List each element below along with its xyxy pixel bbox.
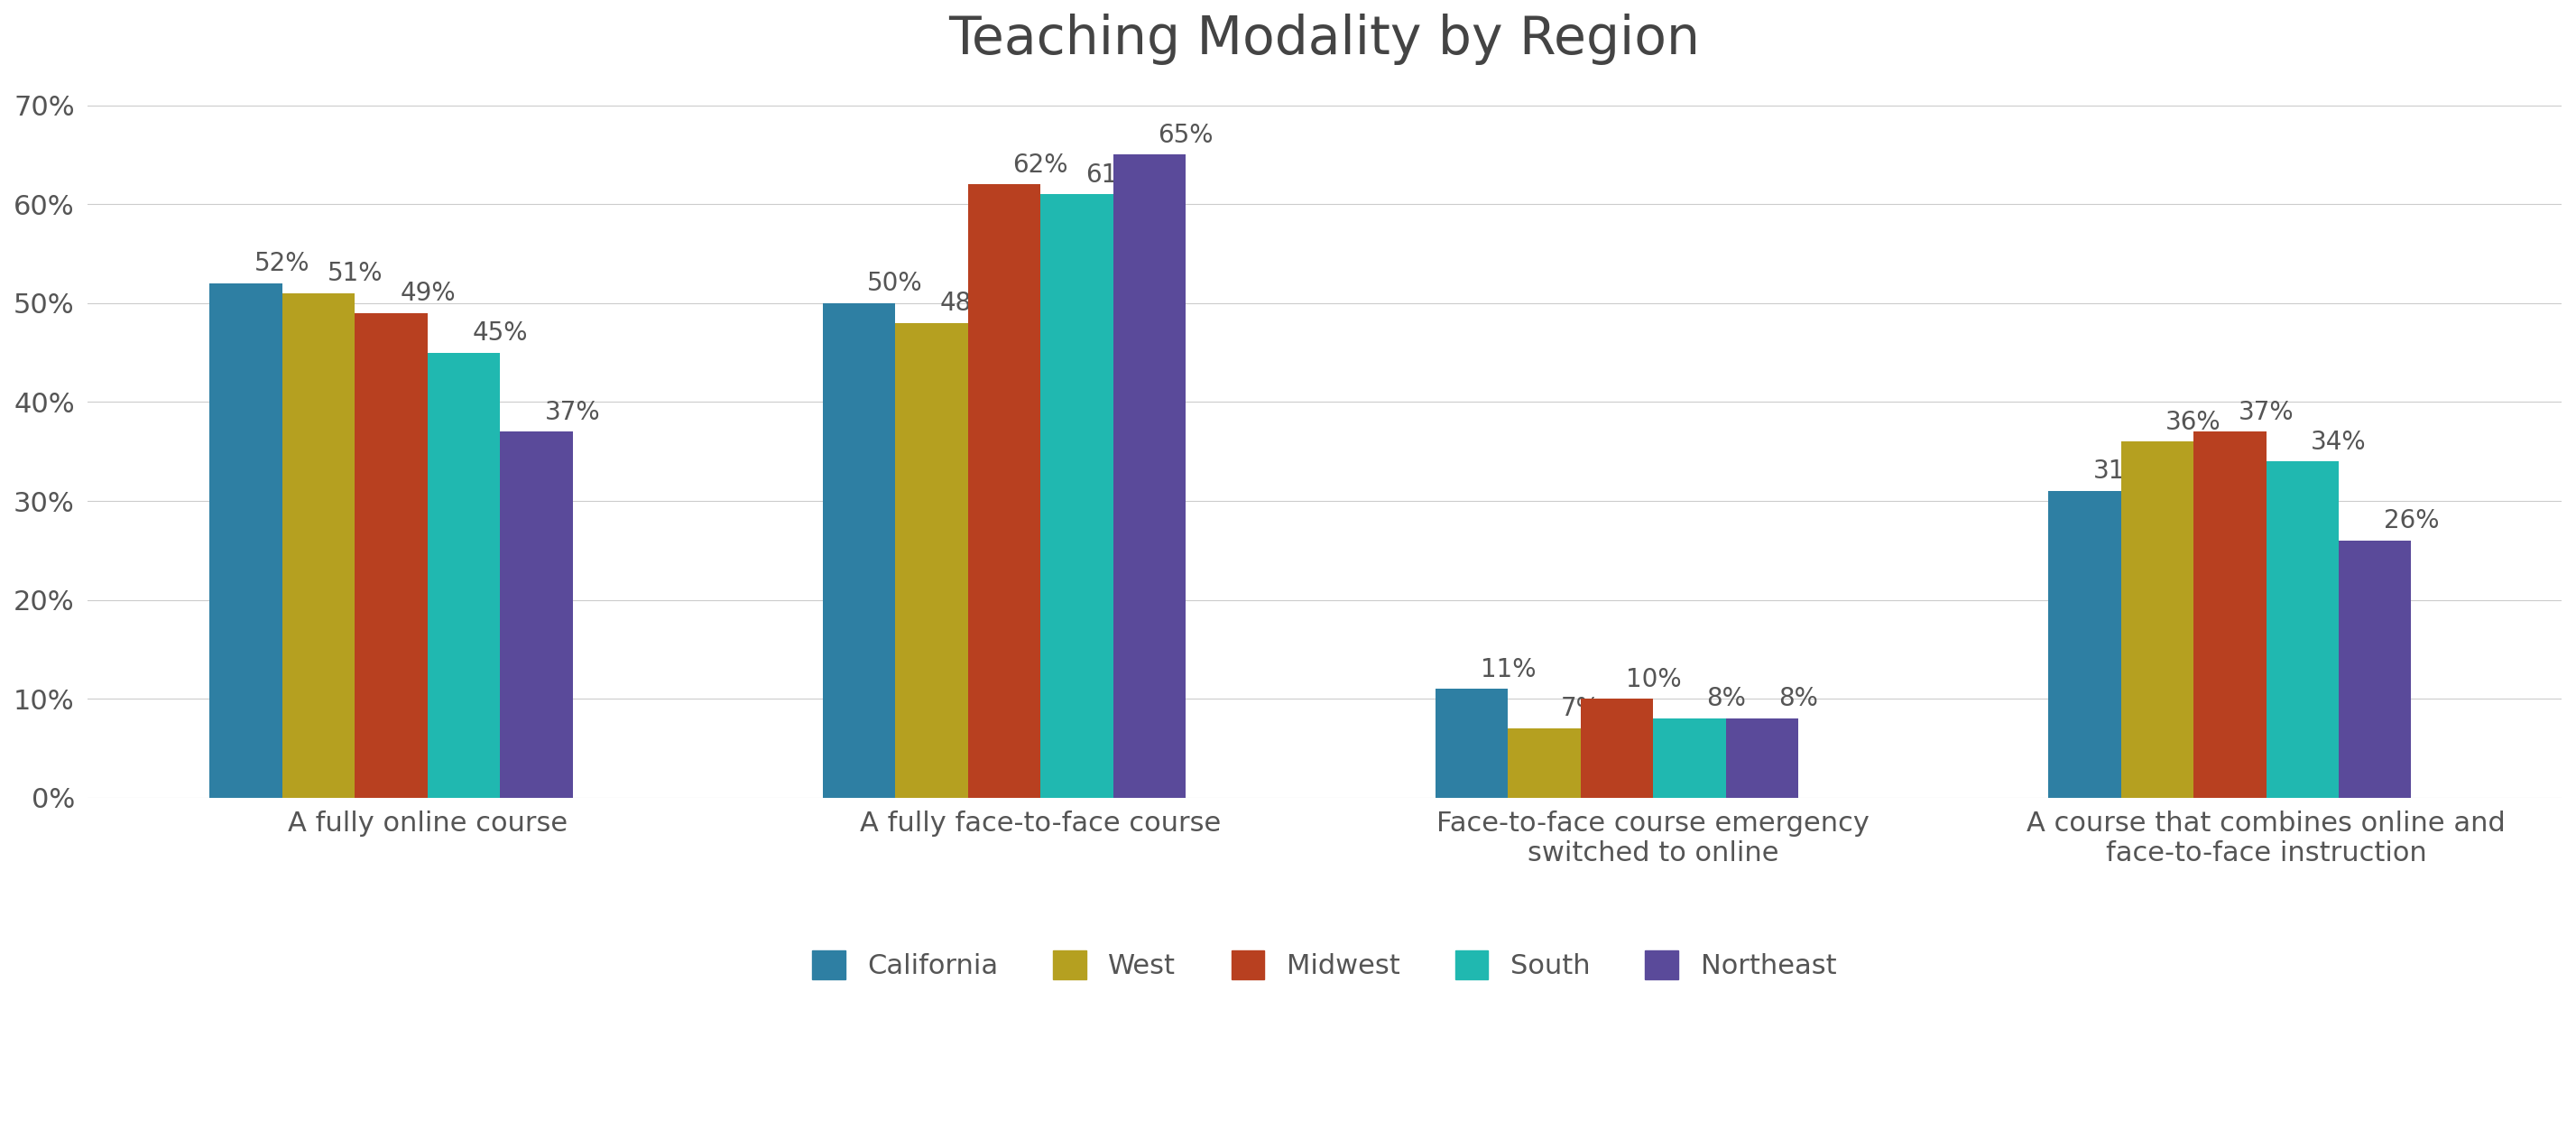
Text: 8%: 8% [1705,686,1747,712]
Text: 49%: 49% [399,280,456,306]
Text: 26%: 26% [2383,508,2439,534]
Text: 37%: 37% [2239,399,2293,425]
Text: 52%: 52% [255,251,309,277]
Bar [969,185,1041,798]
Bar [822,303,896,798]
Text: 50%: 50% [868,271,922,296]
Text: 8%: 8% [1777,686,1819,712]
Title: Teaching Modality by Region: Teaching Modality by Region [948,13,1700,65]
Text: 7%: 7% [1561,696,1600,722]
Text: 45%: 45% [471,321,528,345]
Text: 51%: 51% [327,261,384,286]
Bar [500,432,572,798]
Text: 11%: 11% [1481,657,1535,682]
Text: 37%: 37% [546,399,600,425]
Bar [1507,729,1582,798]
Bar [1113,155,1185,798]
Bar [1726,719,1798,798]
Text: 10%: 10% [1625,667,1682,692]
Bar [283,294,355,798]
Bar [1654,719,1726,798]
Text: 31%: 31% [2094,458,2148,484]
Bar [2339,540,2411,798]
Text: 48%: 48% [940,290,994,316]
Bar [355,313,428,798]
Bar [2267,462,2339,798]
Text: 65%: 65% [1159,122,1213,148]
Bar [1435,689,1507,798]
Bar [209,284,283,798]
Text: 34%: 34% [2311,429,2367,454]
Text: 36%: 36% [2166,409,2221,435]
Bar [2120,442,2192,798]
Bar [2048,491,2120,798]
Bar [896,323,969,798]
Text: 61%: 61% [1084,163,1141,187]
Text: 62%: 62% [1012,152,1069,177]
Bar [2192,432,2267,798]
Legend: California, West, Midwest, South, Northeast: California, West, Midwest, South, Northe… [801,939,1847,991]
Bar [1582,698,1654,798]
Bar [428,353,500,798]
Bar [1041,194,1113,798]
